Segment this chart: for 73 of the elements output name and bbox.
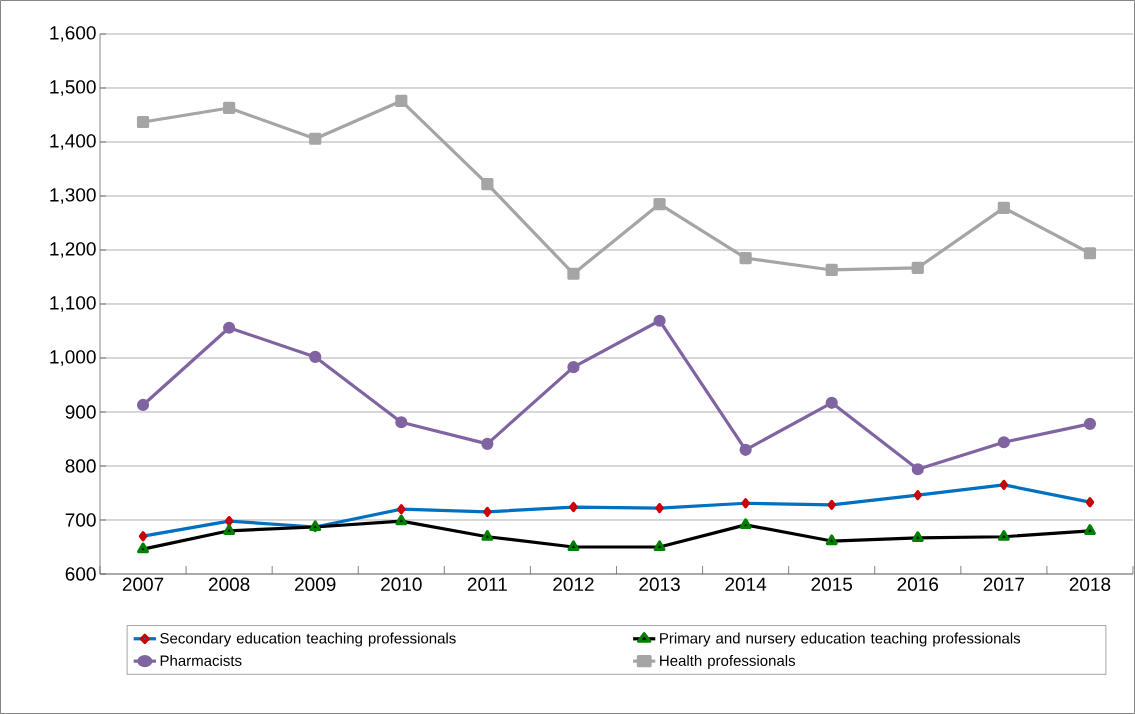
- point: [741, 498, 750, 509]
- point: [395, 416, 408, 429]
- point: [653, 197, 666, 211]
- point: [481, 178, 494, 191]
- point: [395, 514, 408, 526]
- point: [997, 201, 1010, 214]
- point: [739, 518, 752, 529]
- x-tick-label: 2008: [208, 577, 250, 591]
- point: [1085, 497, 1095, 508]
- y-tick-label: 1,100: [50, 296, 96, 312]
- y-tick-label: 1,000: [50, 350, 96, 366]
- y-tick-label: 1,500: [50, 80, 96, 96]
- y-tick-label: 600: [65, 567, 96, 581]
- legend-label: Secondary education teaching professionals: [160, 632, 456, 647]
- point: [567, 361, 580, 374]
- point: [224, 515, 234, 527]
- point: [223, 321, 236, 334]
- point: [997, 436, 1010, 449]
- point: [481, 530, 494, 541]
- point: [483, 506, 492, 517]
- point: [911, 463, 924, 476]
- point: [1084, 524, 1096, 535]
- y-tick-label: 700: [65, 513, 96, 527]
- point: [911, 261, 924, 274]
- legend-label: Primary and nursery education teaching professionals: [660, 632, 1021, 647]
- point: [913, 490, 923, 501]
- y-tick-label: 800: [65, 459, 96, 473]
- x-tick-label: 2013: [639, 577, 680, 591]
- x-tick-label: 2012: [553, 577, 594, 591]
- point: [825, 396, 838, 409]
- point: [138, 531, 148, 542]
- y-tick-label: 1,600: [50, 26, 96, 42]
- point: [481, 437, 494, 450]
- x-tick-label: 2017: [983, 577, 1025, 591]
- point: [309, 350, 322, 364]
- point: [1083, 417, 1097, 430]
- y-tick-label: 1,200: [50, 242, 96, 258]
- y-tick-label: 900: [65, 405, 96, 419]
- point: [999, 479, 1009, 490]
- point: [739, 443, 752, 456]
- point: [655, 503, 664, 514]
- x-tick-label: 2016: [897, 577, 939, 591]
- y-tick-label: 1,300: [50, 188, 96, 204]
- x-tick-label: 2009: [295, 577, 336, 591]
- point: [309, 132, 322, 145]
- point: [997, 530, 1010, 541]
- point: [825, 534, 838, 546]
- x-tick-label: 2007: [122, 577, 164, 591]
- point: [567, 267, 580, 280]
- point: [569, 501, 578, 513]
- x-tick-label: 2011: [467, 577, 507, 591]
- point: [136, 115, 150, 129]
- x-tick-label: 2018: [1069, 577, 1111, 591]
- x-tick-label: 2015: [811, 577, 853, 591]
- x-tick-label: 2010: [381, 577, 422, 591]
- point: [223, 101, 236, 115]
- point: [825, 263, 838, 277]
- point: [395, 94, 408, 108]
- point: [137, 542, 149, 554]
- point: [397, 504, 406, 515]
- point: [136, 398, 150, 412]
- point: [911, 531, 924, 542]
- y-tick-label: 1,400: [50, 134, 96, 150]
- point: [1083, 247, 1097, 260]
- point: [739, 251, 752, 265]
- legend-label: Health professionals: [660, 654, 796, 669]
- point: [223, 524, 236, 535]
- point: [567, 540, 580, 552]
- point: [653, 540, 666, 552]
- legend-label: Pharmacists: [160, 654, 242, 666]
- x-tick-label: 2014: [725, 577, 767, 591]
- point: [827, 499, 836, 510]
- point: [653, 314, 666, 327]
